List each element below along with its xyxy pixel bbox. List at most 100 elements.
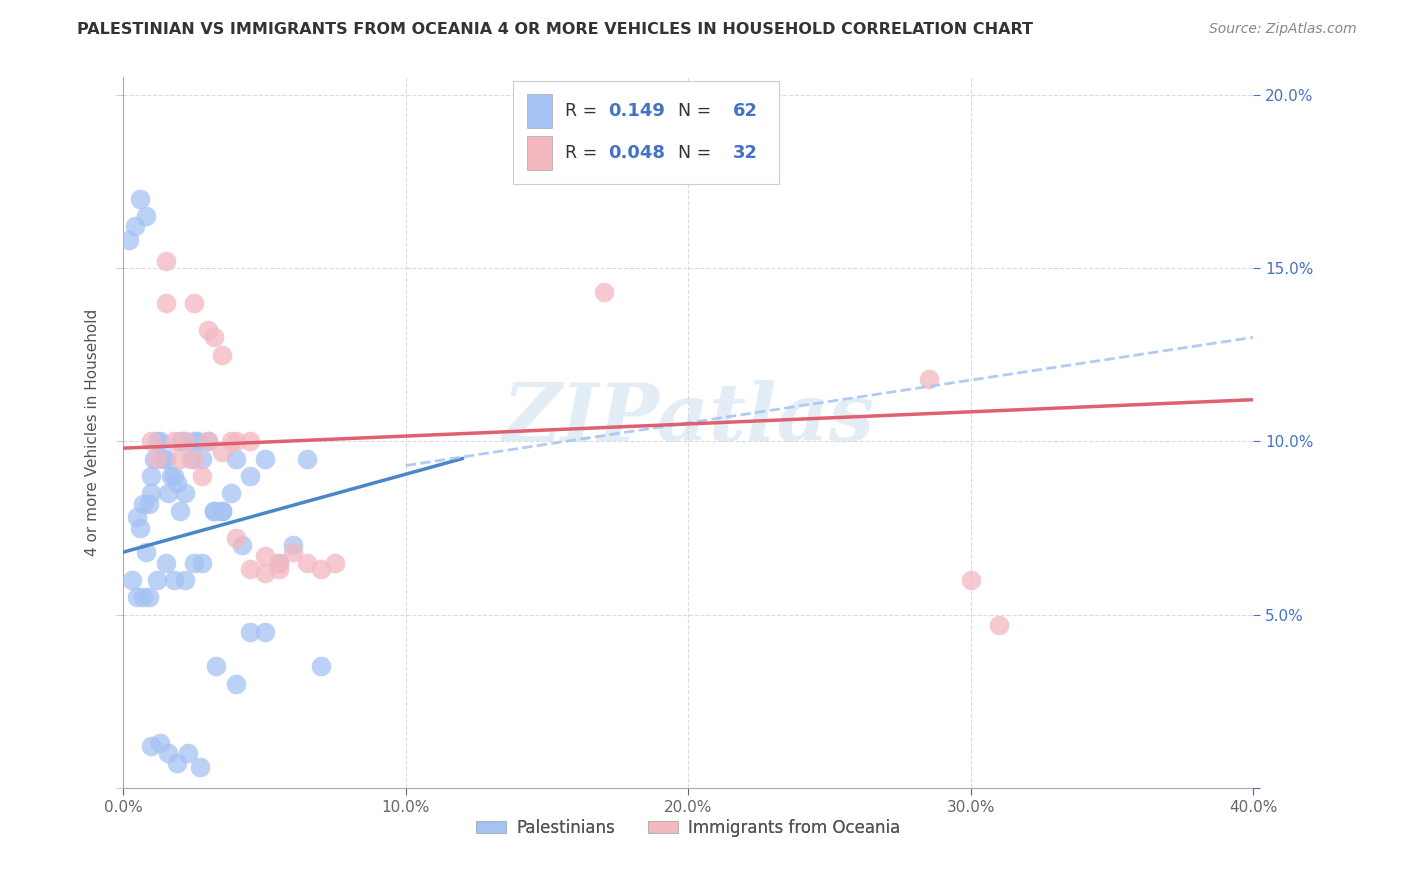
Point (219, 486, 242, 500)
Point (253, 549, 276, 563)
Point (225, 434, 247, 449)
Point (205, 659, 228, 673)
Point (211, 348, 233, 362)
Point (197, 323, 219, 337)
Point (202, 503, 225, 517)
Point (163, 434, 186, 449)
Point (183, 556, 205, 570)
Point (132, 590, 155, 604)
Point (149, 434, 172, 449)
Point (202, 503, 225, 517)
Point (169, 451, 191, 466)
Point (169, 434, 191, 449)
Point (174, 486, 197, 500)
Point (197, 434, 219, 449)
Point (174, 434, 197, 449)
Point (191, 469, 214, 483)
Point (231, 538, 253, 552)
Point (309, 659, 332, 673)
Point (295, 451, 318, 466)
Point (960, 573, 983, 587)
Point (183, 295, 205, 310)
Point (127, 510, 149, 524)
Point (124, 219, 146, 234)
Point (239, 434, 262, 449)
Text: 0.149: 0.149 (609, 102, 665, 120)
Point (135, 545, 157, 559)
Point (149, 736, 172, 750)
Point (141, 434, 163, 449)
Point (281, 538, 304, 552)
Point (129, 521, 152, 535)
Point (166, 475, 188, 490)
Point (163, 469, 186, 483)
Point (267, 556, 290, 570)
Point (138, 590, 160, 604)
FancyBboxPatch shape (513, 81, 779, 184)
Text: R =: R = (565, 145, 603, 162)
Point (592, 285, 614, 300)
Point (239, 562, 262, 576)
Point (191, 451, 214, 466)
Point (211, 503, 233, 517)
Point (132, 497, 155, 511)
Point (155, 295, 177, 310)
Bar (527, 136, 551, 170)
Point (157, 486, 180, 500)
Point (163, 573, 186, 587)
Point (988, 618, 1011, 632)
Point (121, 573, 143, 587)
Bar (527, 94, 551, 128)
Text: 32: 32 (733, 145, 758, 162)
Point (155, 254, 177, 268)
Point (197, 434, 219, 449)
Text: Source: ZipAtlas.com: Source: ZipAtlas.com (1209, 22, 1357, 37)
Point (160, 469, 183, 483)
Point (219, 434, 242, 449)
Text: R =: R = (565, 102, 603, 120)
Point (323, 556, 346, 570)
Point (146, 451, 169, 466)
Point (239, 469, 262, 483)
Y-axis label: 4 or more Vehicles in Household: 4 or more Vehicles in Household (86, 309, 100, 557)
Point (155, 451, 177, 466)
Point (155, 556, 177, 570)
Legend: Palestinians, Immigrants from Oceania: Palestinians, Immigrants from Oceania (470, 812, 907, 843)
Point (225, 451, 247, 466)
Point (281, 545, 304, 559)
Point (267, 556, 290, 570)
Text: ZIPatlas: ZIPatlas (502, 380, 875, 457)
Point (141, 469, 163, 483)
Point (177, 746, 200, 760)
Point (183, 434, 205, 449)
Point (141, 486, 163, 500)
Point (169, 503, 191, 517)
Point (186, 434, 208, 449)
Point (253, 566, 276, 580)
Point (180, 451, 202, 466)
Point (267, 562, 290, 576)
Point (166, 756, 188, 771)
Point (917, 372, 939, 386)
Point (146, 434, 169, 449)
Point (253, 451, 276, 466)
Point (146, 573, 169, 587)
Point (174, 573, 197, 587)
Point (143, 451, 166, 466)
Point (127, 590, 149, 604)
Text: N =: N = (666, 145, 717, 162)
Point (202, 330, 225, 344)
Point (188, 760, 211, 774)
Point (141, 739, 163, 754)
Point (225, 531, 247, 545)
Point (157, 746, 180, 760)
Point (135, 209, 157, 223)
Point (295, 556, 318, 570)
Text: 62: 62 (733, 102, 758, 120)
Point (211, 444, 233, 458)
Point (191, 556, 214, 570)
Text: N =: N = (666, 102, 717, 120)
Point (225, 677, 247, 691)
Point (309, 562, 332, 576)
Point (183, 451, 205, 466)
